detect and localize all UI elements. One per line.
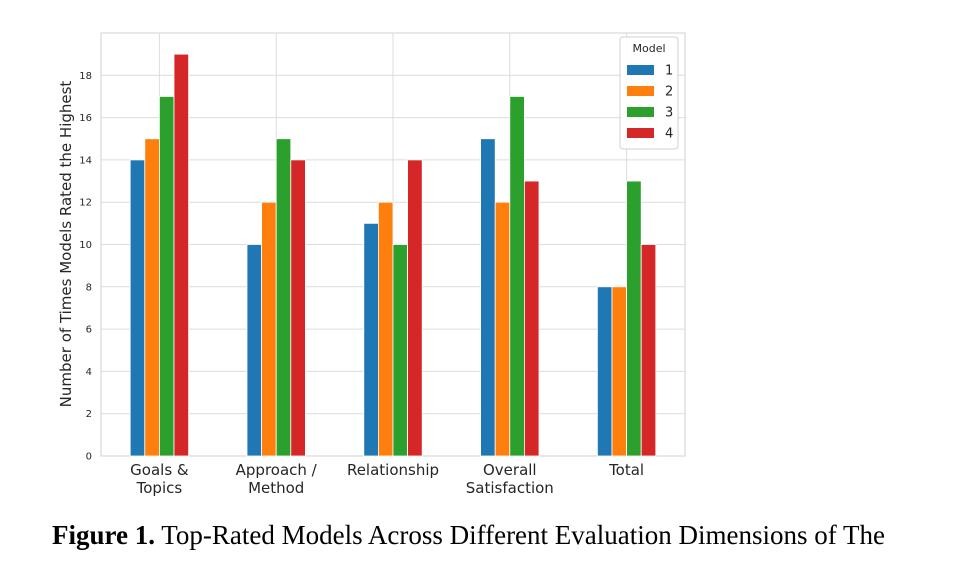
x-tick-label: Total	[608, 461, 644, 479]
y-tick-label: 6	[86, 325, 92, 336]
bars	[129, 53, 657, 457]
legend-swatch-3	[627, 107, 654, 117]
bar-series-2-cat-3	[494, 201, 511, 457]
y-tick-label: 2	[86, 409, 92, 420]
bar-series-1-cat-0	[129, 159, 146, 457]
y-axis-title: Number of Times Models Rated the Highest	[57, 81, 75, 408]
legend-title: Model	[632, 42, 665, 55]
bar-series-3-cat-4	[626, 180, 642, 457]
caption-text: Top-Rated Models Across Different Evalua…	[161, 520, 885, 550]
legend-label-2: 2	[665, 85, 673, 100]
bar-series-2-cat-1	[261, 201, 277, 457]
figure-number: Figure 1.	[52, 520, 155, 550]
legend-swatch-1	[627, 65, 654, 75]
bar-series-3-cat-0	[158, 96, 175, 457]
bar-series-1-cat-3	[480, 138, 496, 457]
y-tick-label: 10	[79, 240, 92, 251]
y-tick-label: 8	[86, 282, 92, 293]
bar-series-3-cat-1	[275, 138, 292, 457]
legend-label-3: 3	[665, 106, 673, 121]
bar-series-4-cat-3	[524, 180, 540, 457]
x-tick-label: Overall Satisfaction	[466, 461, 554, 497]
y-tick-label: 4	[86, 367, 92, 378]
bar-series-1-cat-4	[597, 286, 613, 457]
bar-series-1-cat-2	[363, 222, 379, 457]
y-tick-label: 18	[79, 71, 92, 82]
bar-series-4-cat-1	[290, 159, 306, 457]
bar-series-4-cat-4	[640, 244, 657, 457]
bar-series-2-cat-2	[377, 201, 394, 457]
legend-swatch-4	[627, 128, 654, 138]
y-tick-label: 14	[79, 155, 92, 166]
bar-series-3-cat-2	[392, 244, 409, 457]
y-tick-label: 16	[79, 113, 92, 124]
bar-series-2-cat-4	[611, 286, 628, 457]
y-axis-ticks: 0 2 4 6 8 10 12 14 16 18	[79, 71, 92, 463]
y-tick-label: 12	[79, 198, 92, 209]
figure-caption: Figure 1. Top-Rated Models Across Differ…	[52, 520, 885, 551]
bar-series-4-cat-2	[407, 159, 423, 457]
x-tick-label: Goals & Topics	[130, 461, 189, 497]
bar-series-1-cat-1	[246, 244, 263, 457]
bar-series-2-cat-0	[144, 138, 160, 457]
legend-label-1: 1	[665, 64, 673, 79]
x-tick-label: Relationship	[347, 461, 439, 479]
x-axis-categories: Goals & Topics Approach / Method Relationshi…	[130, 461, 644, 497]
legend-label-4: 4	[665, 127, 673, 142]
bar-series-4-cat-0	[173, 53, 190, 457]
legend-swatch-2	[627, 86, 654, 96]
x-tick-label: Approach / Method	[236, 461, 318, 497]
bar-series-3-cat-3	[509, 96, 525, 457]
y-tick-label: 0	[86, 452, 92, 463]
